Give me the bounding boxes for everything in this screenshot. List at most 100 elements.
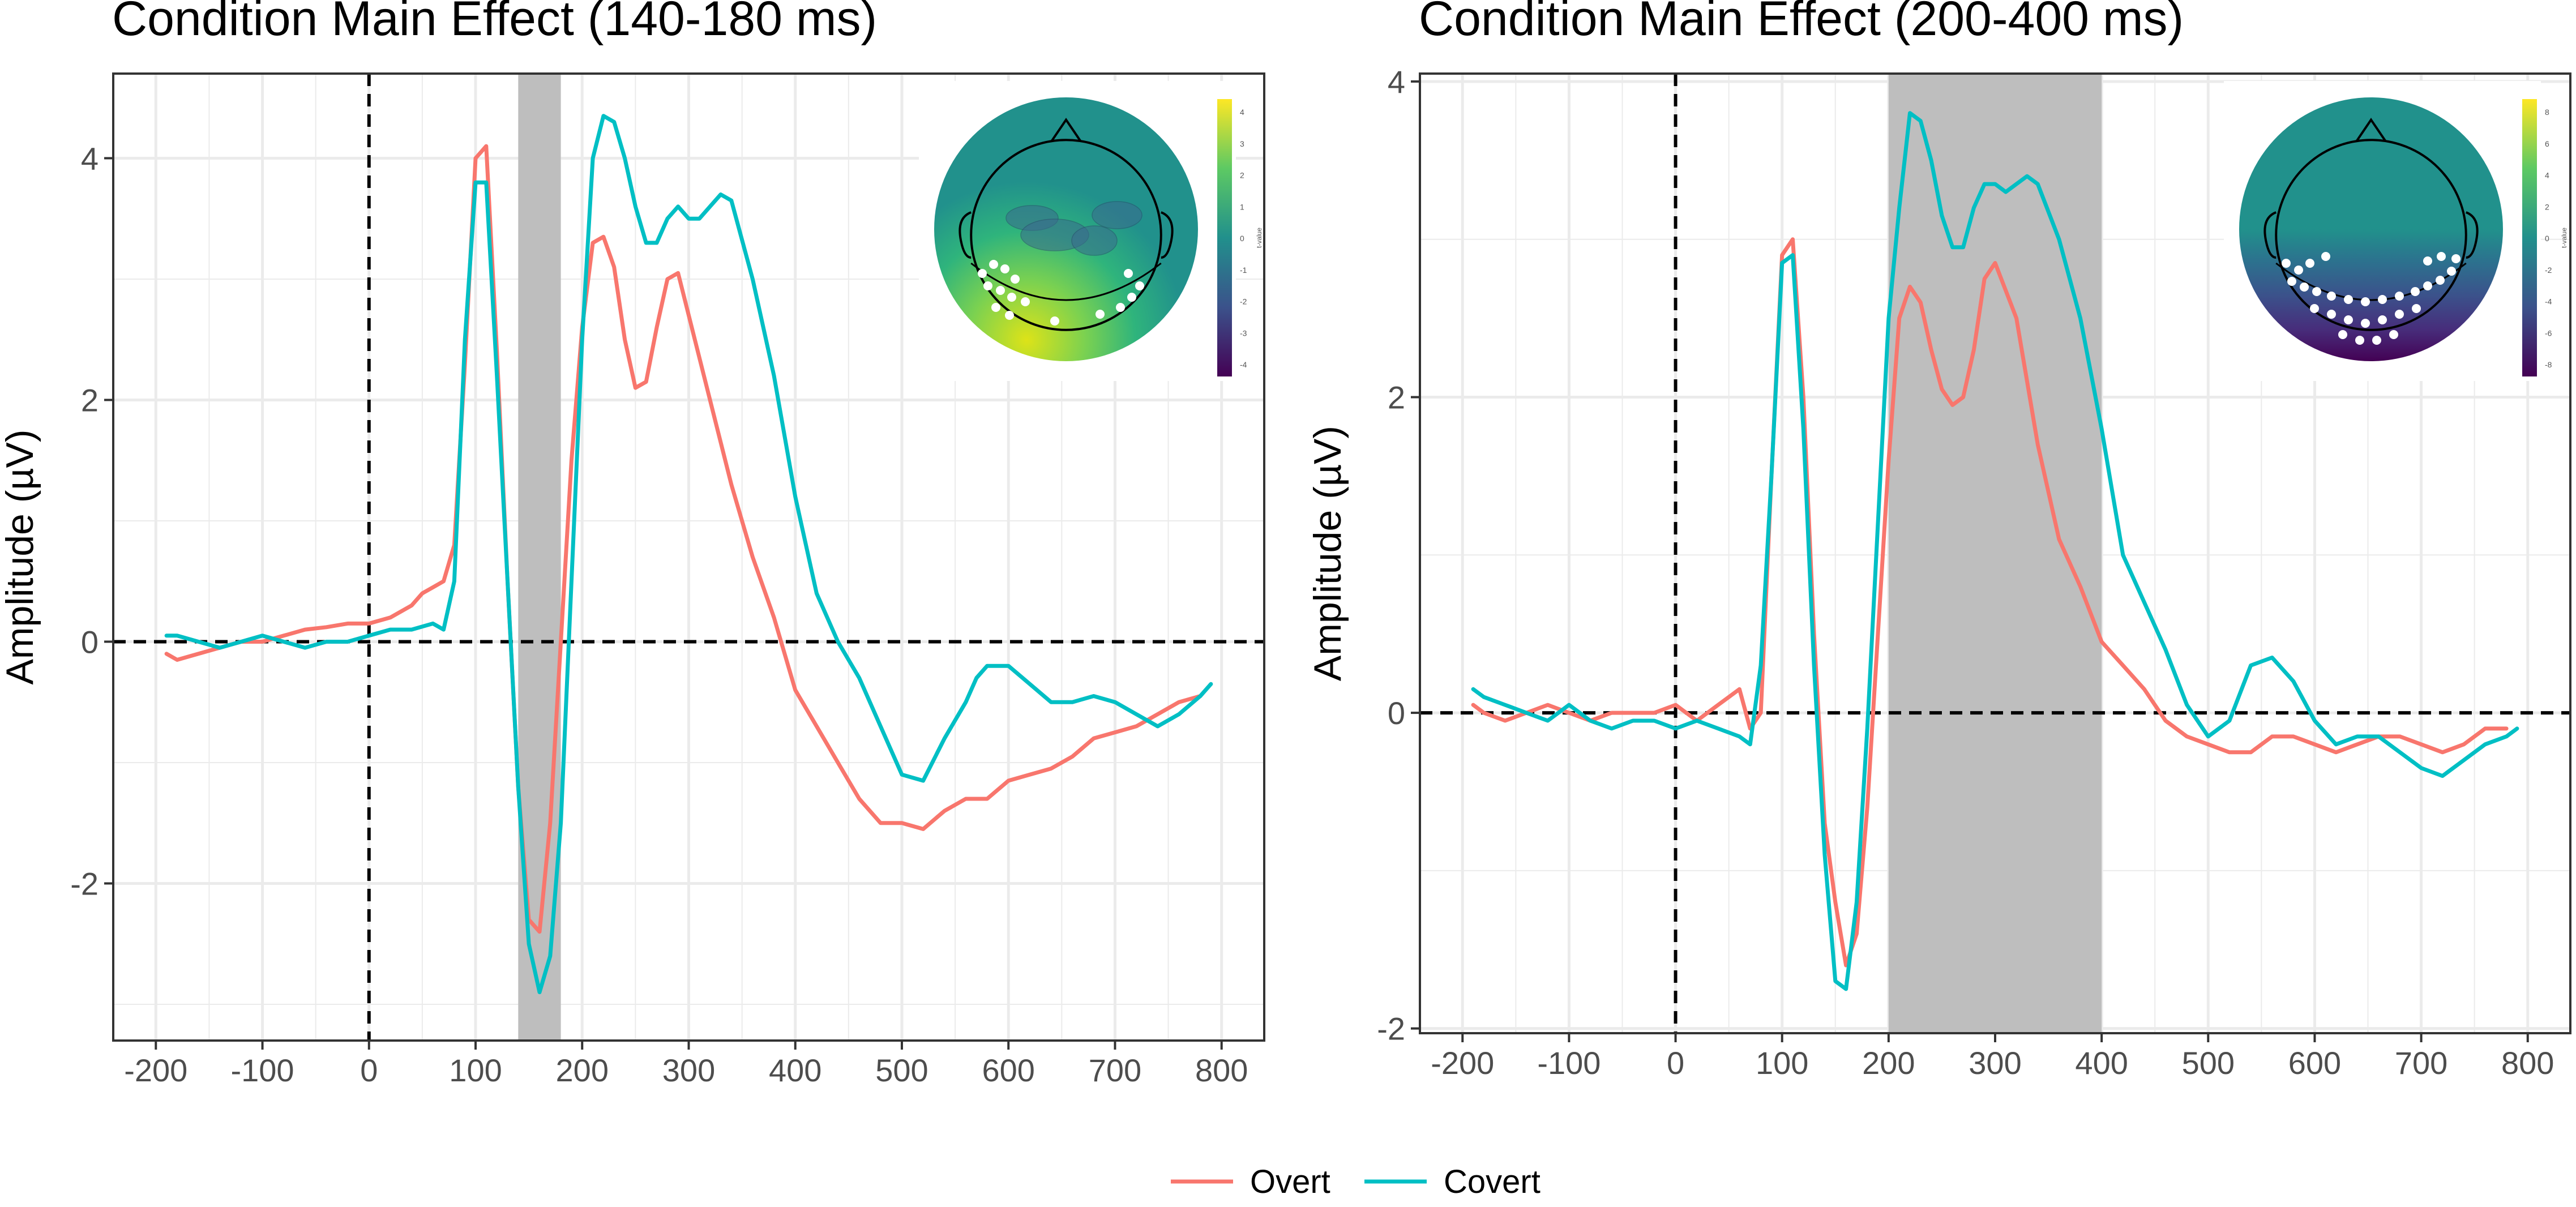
colorbar-label: 3 [1240, 139, 1244, 148]
x-tick-label: 400 [769, 1052, 821, 1088]
colorbar-label: -4 [1240, 360, 1247, 369]
colorbar-label: 0 [2545, 234, 2549, 243]
electrode-marker [2282, 259, 2291, 268]
colorbar-label: -4 [2545, 297, 2552, 306]
topomap-colorbar [2522, 99, 2537, 376]
electrode-marker [2389, 330, 2398, 339]
electrode-marker [2361, 297, 2370, 306]
topomap-inset: 8 6 4 2 0 -2 -4 -6 -8 t-value [2224, 81, 2568, 381]
electrode-marker [2395, 292, 2404, 301]
y-tick-label: 0 [81, 624, 99, 660]
electrode-marker [2423, 281, 2432, 290]
electrode-marker [2447, 267, 2456, 276]
colorbar-title: t-value [2560, 228, 2568, 248]
nose-icon [1050, 118, 1082, 143]
topomap-contour [1092, 201, 1142, 229]
electrode-marker [2327, 292, 2336, 301]
electrode-marker [2423, 256, 2432, 266]
analysis-window-shade [1888, 74, 2102, 1033]
electrode-marker [2437, 252, 2446, 261]
y-tick-label: 4 [81, 140, 99, 176]
x-tick-label: 300 [1969, 1045, 2021, 1081]
colorbar-label: -2 [2545, 266, 2552, 275]
colorbar-label: -6 [2545, 328, 2552, 337]
series-line-overt [1471, 237, 2509, 968]
electrode-marker [2411, 287, 2420, 296]
electrode-marker [989, 260, 998, 269]
electrode-marker [2378, 315, 2387, 324]
colorbar-label: -8 [2545, 360, 2552, 369]
x-tick-label: 700 [2395, 1045, 2447, 1081]
left-ear-icon [2263, 211, 2277, 259]
colorbar-label: 2 [1240, 171, 1244, 180]
y-axis-label: Amplitude (µV) [0, 429, 41, 684]
series-line-covert [164, 114, 1213, 995]
electrode-marker [991, 303, 1000, 312]
colorbar-label: 2 [2545, 202, 2549, 211]
electrode-marker [2344, 315, 2353, 324]
electrode-marker [2344, 295, 2353, 304]
x-tick-label: 500 [2182, 1045, 2235, 1081]
y-tick-label: 2 [1388, 380, 1405, 416]
colorbar-label: 8 [2545, 108, 2549, 117]
y-tick-label: -2 [70, 866, 99, 901]
electrode-marker [2372, 336, 2381, 345]
electrode-marker [1011, 275, 1020, 284]
topomap-inset: 4 3 2 1 0 -1 -2 -3 -4 t-value [919, 81, 1263, 381]
panel-right: -200 -100 0 100 200 300 400 500 600 700 800 -2 0 2 4 Co… [1306, 0, 2571, 1081]
x-tick-label: -100 [1537, 1045, 1601, 1081]
electrode-marker [1116, 303, 1125, 312]
electrode-marker [2395, 310, 2404, 319]
x-tick-label: 300 [662, 1052, 715, 1088]
legend: Overt Covert [1171, 1163, 1541, 1200]
x-tick-label: -200 [124, 1052, 187, 1088]
topomap-surface [2239, 97, 2503, 361]
right-ear-icon [1160, 211, 1174, 259]
electrode-marker [983, 281, 992, 290]
x-tick-label: -200 [1431, 1045, 1494, 1081]
x-tick-label: 200 [1862, 1045, 1915, 1081]
colorbar-label: -2 [1240, 297, 1247, 306]
electrode-marker [1127, 293, 1136, 302]
head-outline [2275, 139, 2467, 331]
topomap-colorbar [1217, 99, 1232, 376]
left-ear-icon [958, 211, 972, 259]
colorbar-label: 4 [2545, 171, 2549, 180]
electrode-marker [2312, 287, 2321, 296]
panel-left: -200 -100 0 100 200 300 400 500 600 700 800 -2 0 2 4 Co… [0, 0, 1265, 1088]
colorbar-label: 6 [2545, 139, 2549, 148]
electrode-marker [2361, 319, 2370, 328]
y-tick-label: 4 [1388, 64, 1405, 100]
electrode-marker [1007, 293, 1016, 302]
electrode-marker [2355, 336, 2364, 345]
electrode-marker [1000, 264, 1009, 273]
electrode-marker [1050, 316, 1059, 326]
topomap-contour [1071, 225, 1118, 256]
electrode-marker [2305, 259, 2314, 268]
electrode-marker [2436, 276, 2445, 285]
electrode-marker [1135, 281, 1144, 290]
legend-label-overt: Overt [1250, 1163, 1330, 1200]
colorbar-label: 4 [1240, 108, 1244, 117]
right-ear-icon [2465, 211, 2479, 259]
electrode-marker [2294, 266, 2303, 275]
series-line-overt [164, 144, 1203, 934]
x-tick-label: 0 [1667, 1045, 1684, 1081]
x-tick-label: 800 [2501, 1045, 2554, 1081]
electrode-marker [2321, 252, 2330, 261]
series-line-covert [1471, 111, 2519, 991]
colorbar-label: 0 [1240, 234, 1244, 243]
electrode-marker [2338, 330, 2347, 339]
x-tick-label: 700 [1089, 1052, 1141, 1088]
head-outline [970, 139, 1162, 331]
chart-title: Condition Main Effect (140-180 ms) [112, 0, 877, 46]
x-tick-label: 500 [875, 1052, 928, 1088]
colorbar-label: 1 [1240, 202, 1244, 211]
electrode-marker [2451, 254, 2461, 263]
y-axis-label: Amplitude (µV) [1306, 426, 1349, 681]
electrode-marker [978, 269, 987, 278]
colorbar-label: -1 [1240, 266, 1247, 275]
x-tick-label: 100 [449, 1052, 502, 1088]
head-contour [970, 262, 1162, 301]
